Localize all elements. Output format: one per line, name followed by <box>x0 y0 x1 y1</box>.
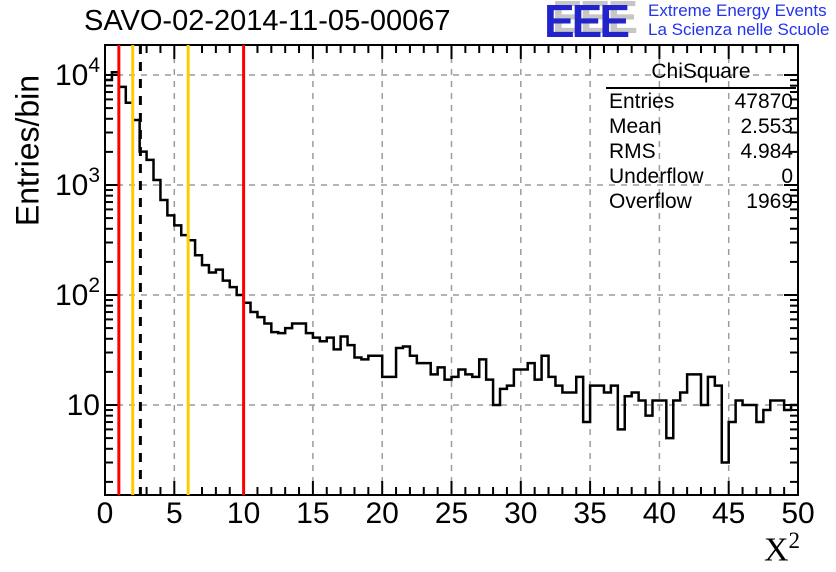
y-axis-title: Entries/bin <box>9 74 46 227</box>
stats-row-value: 2.553 <box>740 115 793 138</box>
x-tick-label: 50 <box>781 497 814 530</box>
stats-row-label: Overflow <box>609 190 692 213</box>
y-tick-label: 104 <box>55 54 100 92</box>
stats-row-label: RMS <box>609 140 656 163</box>
y-tick-label: 102 <box>55 274 100 312</box>
x-tick-label: 30 <box>504 497 537 530</box>
stats-row: Entries 47870 <box>606 89 796 114</box>
eee-logo: EEE <box>544 0 630 47</box>
x-tick-label: 35 <box>573 497 606 530</box>
x-tick-label: 20 <box>366 497 399 530</box>
x-axis-title-exponent: 2 <box>788 528 801 553</box>
stats-row: Mean 2.553 <box>606 114 796 139</box>
x-tick-label: 0 <box>97 497 114 530</box>
stats-box: ChiSquare Entries 47870 Mean 2.553 RMS 4.984 U… <box>606 60 796 214</box>
stats-row-label: Entries <box>609 90 675 113</box>
plot-title: SAVO-02-2014-11-05-00067 <box>84 5 451 37</box>
y-tick-label: 10 <box>67 389 100 422</box>
stats-row-value: 0 <box>781 165 793 188</box>
stats-box-rows: Entries 47870 Mean 2.553 RMS 4.984 Underflow 0 O… <box>606 89 796 214</box>
stats-row-label: Underflow <box>609 165 704 188</box>
eee-logo-line1: Extreme Energy Events <box>648 1 827 20</box>
stats-row: Overflow 1969 <box>606 189 796 214</box>
plot-frame <box>104 44 799 496</box>
x-tick-label: 10 <box>227 497 260 530</box>
y-tick-label: 103 <box>55 164 100 202</box>
stats-row: RMS 4.984 <box>606 139 796 164</box>
stats-row-value: 1969 <box>746 190 793 213</box>
stats-row-value: 47870 <box>734 90 793 113</box>
stats-row: Underflow 0 <box>606 164 796 189</box>
histogram-line <box>105 70 798 464</box>
x-tick-label: 25 <box>435 497 468 530</box>
x-tick-label: 5 <box>166 497 183 530</box>
stats-row-label: Mean <box>609 115 662 138</box>
eee-logo-line2: La Scienza nelle Scuole <box>648 20 830 39</box>
stats-row-value: 4.984 <box>740 140 793 163</box>
eee-logo-text: Extreme Energy Events La Scienza nelle S… <box>648 1 829 39</box>
x-axis-title: X2 <box>764 528 800 569</box>
x-tick-label: 45 <box>712 497 745 530</box>
x-tick-label: 40 <box>643 497 676 530</box>
stats-box-title: ChiSquare <box>606 60 796 89</box>
x-tick-label: 15 <box>296 497 329 530</box>
x-axis-title-base: X <box>763 531 789 569</box>
